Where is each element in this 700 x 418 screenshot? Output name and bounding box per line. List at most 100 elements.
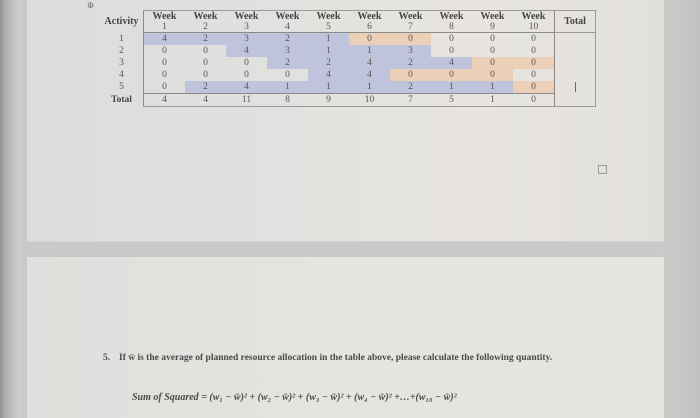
allocation-cell[interactable]: 4: [349, 57, 390, 69]
allocation-cell[interactable]: 1: [349, 45, 390, 57]
activity-label: 1: [119, 33, 124, 44]
allocation-cell[interactable]: 4: [226, 81, 267, 94]
allocation-cell[interactable]: 0: [449, 46, 454, 56]
screen-right-margin: [660, 0, 700, 418]
week-header: Week 8: [431, 10, 472, 33]
week-header: Week 2: [185, 10, 226, 33]
allocation-cell[interactable]: 1: [308, 45, 349, 57]
allocation-cell[interactable]: 0: [472, 69, 513, 81]
row-total-cell[interactable]: [554, 45, 596, 57]
week-total-cell[interactable]: 1: [472, 93, 513, 107]
allocation-cell[interactable]: 2: [390, 81, 431, 94]
allocation-cell[interactable]: 0: [143, 45, 185, 57]
allocation-cell[interactable]: 0: [203, 58, 208, 68]
allocation-cell[interactable]: 1: [349, 81, 390, 94]
week-total-cell[interactable]: 0: [513, 93, 555, 107]
allocation-cell[interactable]: 0: [449, 34, 454, 44]
allocation-cell[interactable]: 0: [143, 69, 185, 81]
row-total-cell[interactable]: [554, 57, 596, 69]
allocation-cell[interactable]: 0: [390, 32, 431, 45]
week-header: Week 4: [267, 10, 308, 33]
row-total-cell[interactable]: [554, 32, 596, 45]
allocation-cell[interactable]: 2: [267, 32, 308, 45]
week-header: Week 10: [513, 10, 555, 33]
allocation-cell[interactable]: 1: [267, 81, 308, 94]
allocation-cell[interactable]: 2: [267, 57, 308, 69]
allocation-cell[interactable]: 2: [185, 32, 226, 45]
question-text: If w̄ is the average of planned resource…: [119, 353, 553, 363]
table-move-handle-icon[interactable]: ⊕: [86, 0, 95, 10]
row-total-cell[interactable]: [554, 81, 596, 94]
allocation-cell[interactable]: 0: [531, 34, 536, 44]
question-panel: [27, 257, 664, 418]
sum-of-squares-formula: Sum of Squared = (w₁ − w̄)² + (w₂ − w̄)²…: [132, 392, 457, 403]
question-5: 5. If w̄ is the average of planned resou…: [103, 352, 583, 364]
allocation-cell[interactable]: 0: [285, 70, 290, 80]
week-total-cell[interactable]: 4: [143, 93, 185, 107]
allocation-cell[interactable]: 0: [431, 69, 472, 81]
allocation-cell[interactable]: 3: [226, 32, 267, 45]
allocation-cell[interactable]: 0: [531, 46, 536, 56]
allocation-cell[interactable]: 0: [244, 70, 249, 80]
allocation-cell[interactable]: 0: [472, 57, 513, 69]
allocation-cell[interactable]: 0: [349, 32, 390, 45]
activity-header: Activity: [104, 15, 139, 27]
activity-label: 4: [119, 70, 124, 80]
week-total-cell[interactable]: 10: [349, 93, 390, 107]
table-header-row: Activity Week 1 Week 2 Week 3 Week 4 Week 5 W…: [100, 10, 596, 33]
allocation-cell[interactable]: 1: [472, 81, 513, 94]
total-column-header: Total: [554, 10, 596, 33]
week-header: Week 1: [143, 10, 185, 33]
allocation-cell[interactable]: 4: [143, 32, 185, 45]
total-row-label: Total: [111, 95, 132, 105]
grand-total-cell[interactable]: [554, 93, 596, 107]
week-total-cell[interactable]: 9: [308, 93, 349, 107]
formula-label: Sum of Squared: [132, 392, 199, 403]
week-total-cell[interactable]: 5: [431, 93, 472, 107]
row-total-cell[interactable]: [554, 69, 596, 81]
week-total-cell[interactable]: 11: [226, 93, 267, 107]
week-header: Week 5: [308, 10, 349, 33]
allocation-cell[interactable]: 2: [390, 57, 431, 69]
allocation-cell[interactable]: 0: [244, 58, 249, 68]
allocation-cell[interactable]: 1: [431, 81, 472, 94]
week-total-cell[interactable]: 4: [185, 93, 226, 107]
allocation-cell[interactable]: 4: [226, 45, 267, 57]
allocation-cell[interactable]: 0: [513, 57, 555, 69]
week-header: Week 3: [226, 10, 267, 33]
week-header: Week 9: [472, 10, 513, 33]
allocation-cell[interactable]: 3: [267, 45, 308, 57]
allocation-cell[interactable]: 1: [308, 81, 349, 94]
allocation-cell[interactable]: 3: [390, 45, 431, 57]
week-header: Week 6: [349, 10, 390, 33]
week-total-cell[interactable]: 8: [267, 93, 308, 107]
allocation-cell[interactable]: 0: [490, 34, 495, 44]
allocation-cell[interactable]: 4: [431, 57, 472, 69]
table-resize-handle[interactable]: [598, 165, 607, 174]
allocation-cell[interactable]: 0: [513, 81, 555, 94]
allocation-cell[interactable]: 2: [185, 81, 226, 94]
text-cursor: [574, 82, 576, 93]
activity-label: 3: [119, 58, 124, 68]
activity-label: 5: [119, 82, 124, 93]
allocation-cell[interactable]: 1: [308, 32, 349, 45]
allocation-cell[interactable]: 0: [531, 70, 536, 80]
activity-label: 2: [119, 46, 124, 56]
week-total-cell[interactable]: 7: [390, 93, 431, 107]
allocation-cell[interactable]: 0: [143, 81, 185, 94]
question-number: 5.: [103, 353, 111, 363]
allocation-cell[interactable]: 0: [390, 69, 431, 81]
allocation-cell[interactable]: 0: [203, 70, 208, 80]
allocation-cell[interactable]: 0: [143, 57, 185, 69]
allocation-cell[interactable]: 0: [490, 46, 495, 56]
allocation-cell[interactable]: 2: [308, 57, 349, 69]
resource-allocation-table: Activity Week 1 Week 2 Week 3 Week 4 Week 5 W…: [100, 10, 596, 107]
formula-expression: = (w₁ − w̄)² + (w₂ − w̄)² + (w₃ − w̄)² +…: [201, 392, 457, 403]
allocation-cell[interactable]: 4: [349, 69, 390, 81]
allocation-cell[interactable]: 0: [203, 46, 208, 56]
allocation-cell[interactable]: 4: [308, 69, 349, 81]
